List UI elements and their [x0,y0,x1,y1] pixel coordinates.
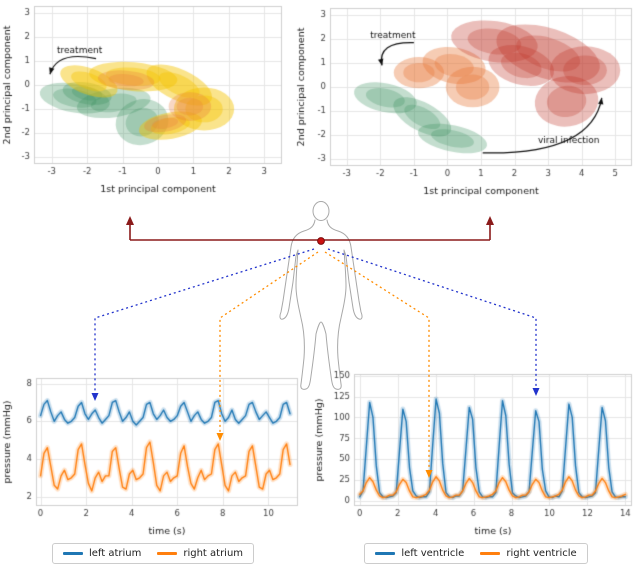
left-up-arrowhead-icon [126,216,134,225]
human-body-icon [279,201,363,390]
legend-right-atrium-label: right atrium [183,548,244,559]
ventricle-pressure-chart [312,368,640,540]
right-ventricle-swatch-icon [480,552,501,555]
legend-right-ventricle-label: right ventricle [506,548,577,559]
atrium-legend: left atrium right atrium [0,543,306,564]
legend-left-atrium-label: left atrium [88,548,142,559]
pca-plot-viral-infection [294,2,640,200]
atrium-pressure-chart [0,372,306,540]
legend-right-atrium: right atrium [157,548,243,559]
legend-left-atrium: left atrium [62,548,142,559]
ventricle-legend-box: left ventricle right ventricle [364,543,588,564]
right-atrium-swatch-icon [157,552,178,555]
legend-left-ventricle: left ventricle [375,548,464,559]
right-up-arrowhead-icon [486,216,494,225]
ventricle-legend: left ventricle right ventricle [312,543,640,564]
legend-right-ventricle: right ventricle [480,548,577,559]
heart-dot-icon [317,237,325,245]
pca-connector-arrows [126,216,494,241]
left-atrium-swatch-icon [62,552,83,555]
atrium-legend-box: left atrium right atrium [51,543,255,564]
pca-plot-treatment [0,0,290,198]
legend-left-ventricle-label: left ventricle [401,548,465,559]
left-ventricle-swatch-icon [375,552,396,555]
